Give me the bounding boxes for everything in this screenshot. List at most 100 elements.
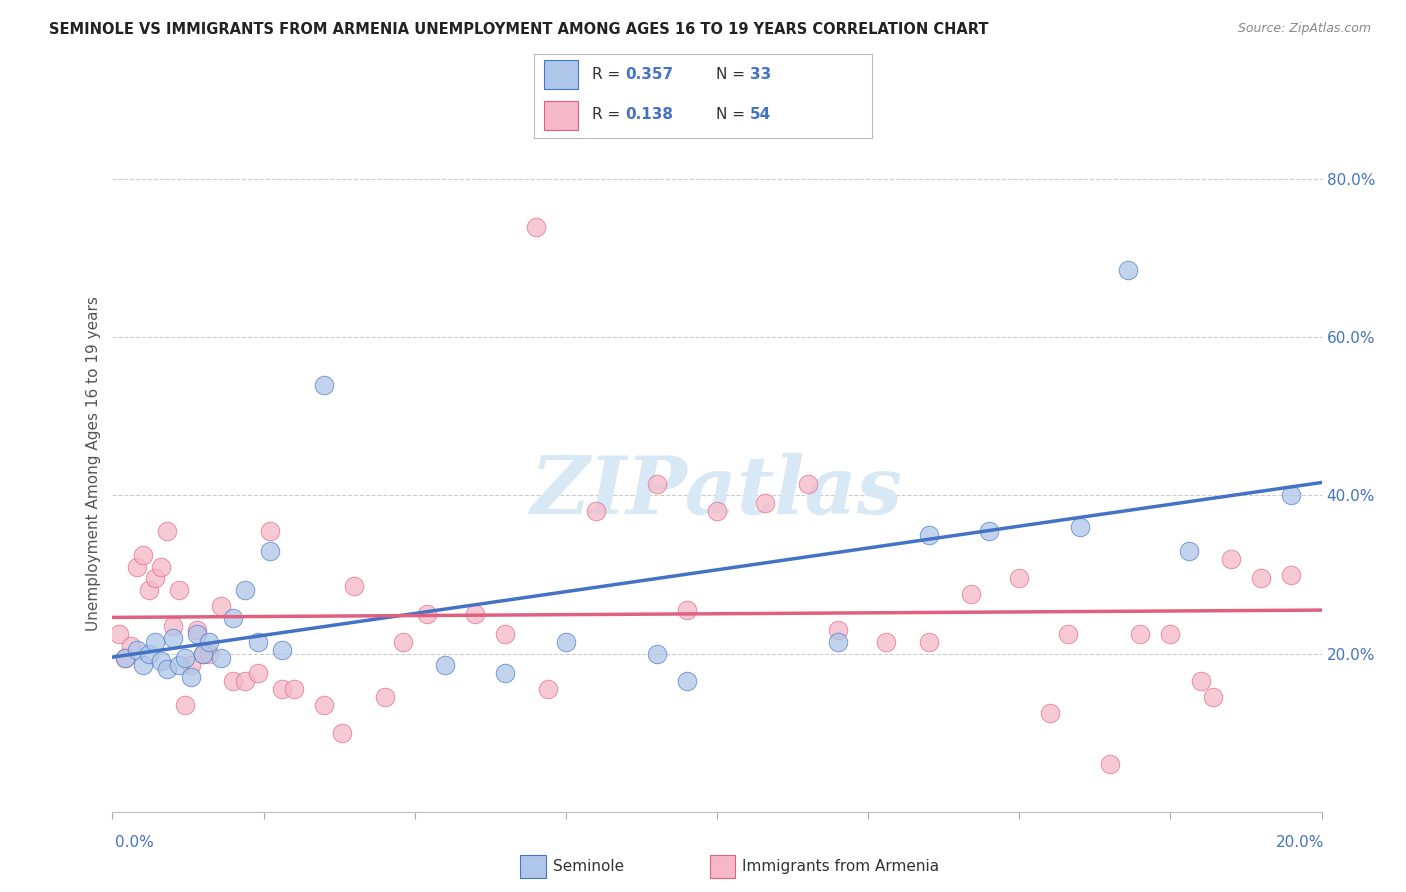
Point [198,647,221,661]
Point [1038,706,1062,720]
Text: Immigrants from Armenia: Immigrants from Armenia [742,859,939,873]
Point [554,634,576,648]
Point [235,583,257,598]
Text: ZIPatlas: ZIPatlas [531,453,903,531]
Point [675,674,697,689]
Point [464,607,486,621]
Point [827,623,849,637]
Point [222,611,245,625]
Text: SEMINOLE VS IMMIGRANTS FROM ARMENIA UNEMPLOYMENT AMONG AGES 16 TO 19 YEARS CORRE: SEMINOLE VS IMMIGRANTS FROM ARMENIA UNEM… [49,22,988,37]
Point [524,219,547,234]
Point [246,666,269,681]
Point [191,647,214,661]
Point [209,599,232,614]
Point [374,690,396,704]
Point [827,634,849,648]
Point [585,504,607,518]
Point [391,634,413,648]
Text: Source: ZipAtlas.com: Source: ZipAtlas.com [1237,22,1371,36]
Point [1202,690,1225,704]
Text: N =: N = [717,107,751,122]
Point [433,658,456,673]
Point [222,674,245,689]
Text: 54: 54 [751,107,772,122]
Point [125,559,148,574]
FancyBboxPatch shape [544,61,578,89]
Point [1056,627,1078,641]
Point [125,642,148,657]
Point [167,583,190,598]
Point [343,579,366,593]
Point [132,548,155,562]
Point [162,631,184,645]
Point [1069,520,1091,534]
Point [495,666,517,681]
Point [259,524,281,538]
Point [138,647,160,661]
Point [149,655,172,669]
Text: R =: R = [592,67,624,82]
Point [1250,572,1272,586]
Text: 0.357: 0.357 [626,67,673,82]
Point [198,634,221,648]
Point [537,682,560,697]
Point [149,559,172,574]
Point [120,639,142,653]
Point [1177,543,1199,558]
Point [270,682,292,697]
Point [143,634,166,648]
Point [675,603,697,617]
Point [270,642,292,657]
Point [180,670,202,684]
Point [314,698,336,712]
Point [977,524,1000,538]
Text: R =: R = [592,107,624,122]
Point [1008,572,1031,586]
Point [918,528,941,542]
Point [209,650,232,665]
FancyBboxPatch shape [544,101,578,130]
Point [114,650,136,665]
Point [1098,757,1121,772]
Point [918,634,941,648]
Point [143,572,166,586]
Point [330,725,353,739]
Point [754,496,776,510]
Point [283,682,305,697]
Point [706,504,728,518]
Point [1279,567,1302,582]
Point [1220,551,1243,566]
Text: 33: 33 [751,67,772,82]
Point [167,658,190,673]
Point [186,623,208,637]
Point [156,662,179,676]
Point [107,627,129,641]
Point [174,698,197,712]
Point [191,647,214,661]
Point [416,607,439,621]
Point [174,650,197,665]
Point [114,650,136,665]
Text: 20.0%: 20.0% [1277,836,1324,850]
Point [314,377,336,392]
Point [796,476,818,491]
Point [645,647,668,661]
Point [180,658,202,673]
Point [960,587,983,601]
Text: 0.138: 0.138 [626,107,673,122]
Point [259,543,281,558]
Point [1116,263,1139,277]
Text: Seminole: Seminole [553,859,624,873]
Point [495,627,517,641]
Point [138,583,160,598]
Point [186,627,208,641]
Point [875,634,897,648]
Point [1189,674,1212,689]
Point [132,658,155,673]
Point [1279,488,1302,502]
Text: 0.0%: 0.0% [115,836,155,850]
Text: N =: N = [717,67,751,82]
Point [645,476,668,491]
Y-axis label: Unemployment Among Ages 16 to 19 years: Unemployment Among Ages 16 to 19 years [86,296,101,632]
Point [1159,627,1181,641]
